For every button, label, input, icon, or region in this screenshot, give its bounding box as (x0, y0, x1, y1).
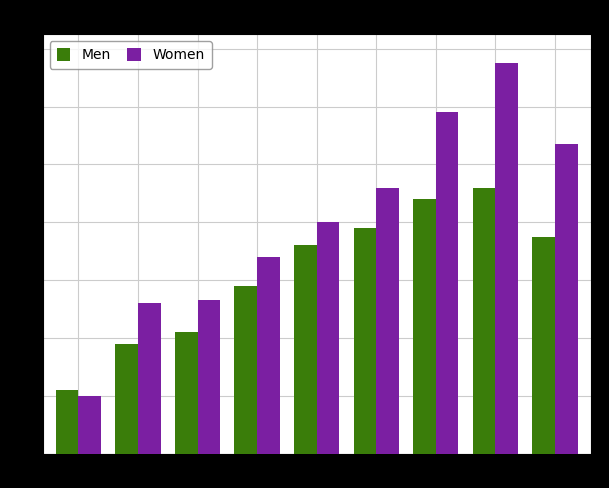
Bar (257, 257, 280, 454)
Bar (234, 286, 257, 454)
Bar (294, 245, 317, 454)
Bar (555, 144, 577, 454)
Bar (175, 332, 197, 454)
Bar (376, 187, 399, 454)
Bar (532, 237, 555, 454)
Bar (138, 304, 161, 454)
Bar (115, 344, 138, 454)
Legend: Men, Women: Men, Women (49, 41, 212, 69)
Bar (56, 390, 79, 454)
Bar (473, 187, 495, 454)
Bar (354, 228, 376, 454)
Bar (317, 223, 339, 454)
Bar (413, 199, 436, 454)
Bar (495, 63, 518, 454)
Bar (436, 112, 459, 454)
Bar (79, 396, 101, 454)
Bar (197, 301, 220, 454)
